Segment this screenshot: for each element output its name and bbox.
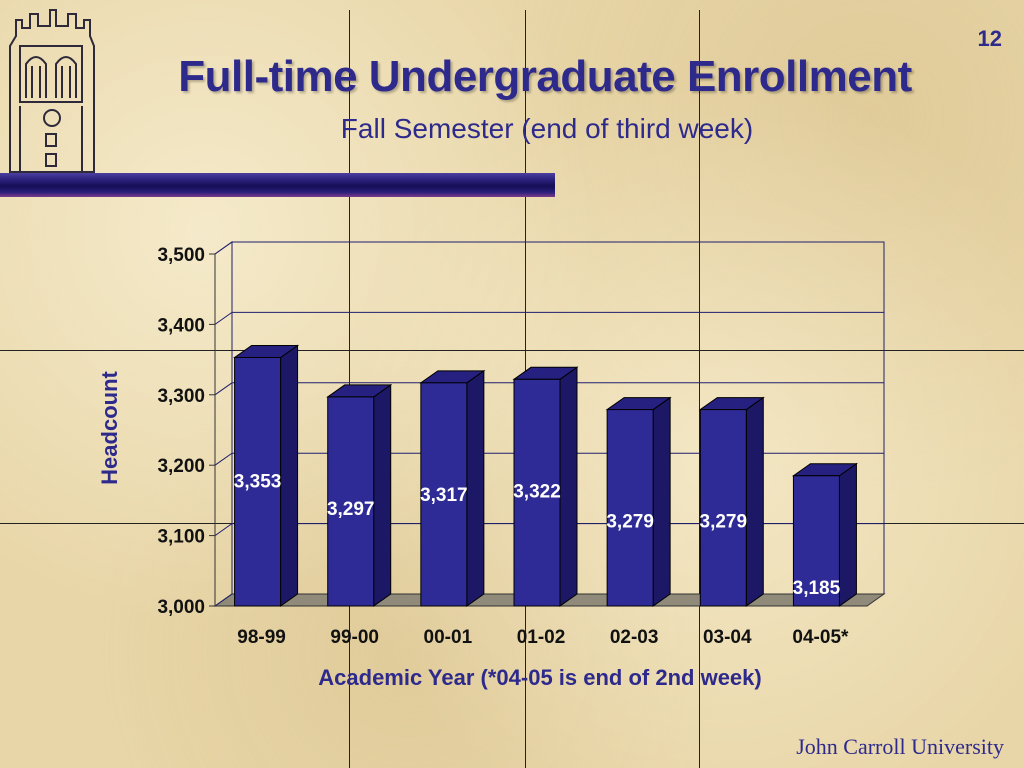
bar-data-label: 3,322	[513, 481, 561, 502]
bar	[699, 409, 747, 607]
y-tick-label: 3,100	[157, 527, 205, 548]
bar-side	[559, 366, 578, 607]
slide-guide-line	[699, 10, 700, 768]
y-gridline	[214, 241, 884, 255]
bar-data-label: 3,353	[234, 471, 282, 492]
x-tick-label: 02-03	[610, 627, 659, 648]
title-underline-bar	[0, 173, 555, 197]
university-tower-logo	[9, 9, 95, 173]
bar	[420, 382, 468, 607]
bar-side	[745, 396, 764, 607]
y-tick-label: 3,300	[157, 386, 205, 407]
bar-side	[652, 396, 671, 607]
bar-data-label: 3,279	[700, 512, 748, 533]
x-tick-label: 99-00	[330, 627, 379, 648]
bar-data-label: 3,297	[327, 499, 375, 520]
y-gridline	[214, 311, 884, 325]
bar-data-label: 3,317	[420, 485, 468, 506]
bar	[327, 396, 375, 607]
slide-guide-line	[0, 350, 1024, 351]
y-tick-label: 3,400	[157, 315, 205, 336]
chart-title: Full-time Undergraduate Enrollment	[178, 52, 912, 101]
x-tick-label: 01-02	[517, 627, 566, 648]
y-tick-label: 3,200	[157, 456, 205, 477]
x-tick-label: 98-99	[237, 627, 286, 648]
y-tick-label: 3,000	[157, 597, 205, 618]
bar-side	[280, 344, 299, 607]
x-axis-title: Academic Year (*04-05 is end of 2nd week…	[318, 665, 762, 690]
x-tick-label: 00-01	[424, 627, 473, 648]
bar	[234, 356, 282, 607]
bar-data-label: 3,279	[606, 512, 654, 533]
y-gridline	[214, 382, 884, 396]
bar	[513, 378, 561, 607]
x-tick-label: 04-05*	[792, 627, 849, 648]
bar	[792, 475, 840, 607]
bar-side	[838, 462, 857, 607]
bar-data-label: 3,185	[793, 578, 841, 599]
x-tick-label: 03-04	[703, 627, 752, 648]
chart-subtitle: Fall Semester (end of third week)	[340, 113, 754, 144]
bar-side	[466, 369, 485, 607]
y-axis-title: Headcount	[97, 371, 122, 485]
page-number: 12	[977, 26, 1002, 51]
plot-side-wall	[214, 241, 233, 607]
y-tick-label: 3,500	[157, 245, 205, 266]
university-name-footer: John Carroll University	[796, 734, 1004, 759]
bar	[606, 409, 654, 607]
bar-side	[373, 383, 392, 607]
